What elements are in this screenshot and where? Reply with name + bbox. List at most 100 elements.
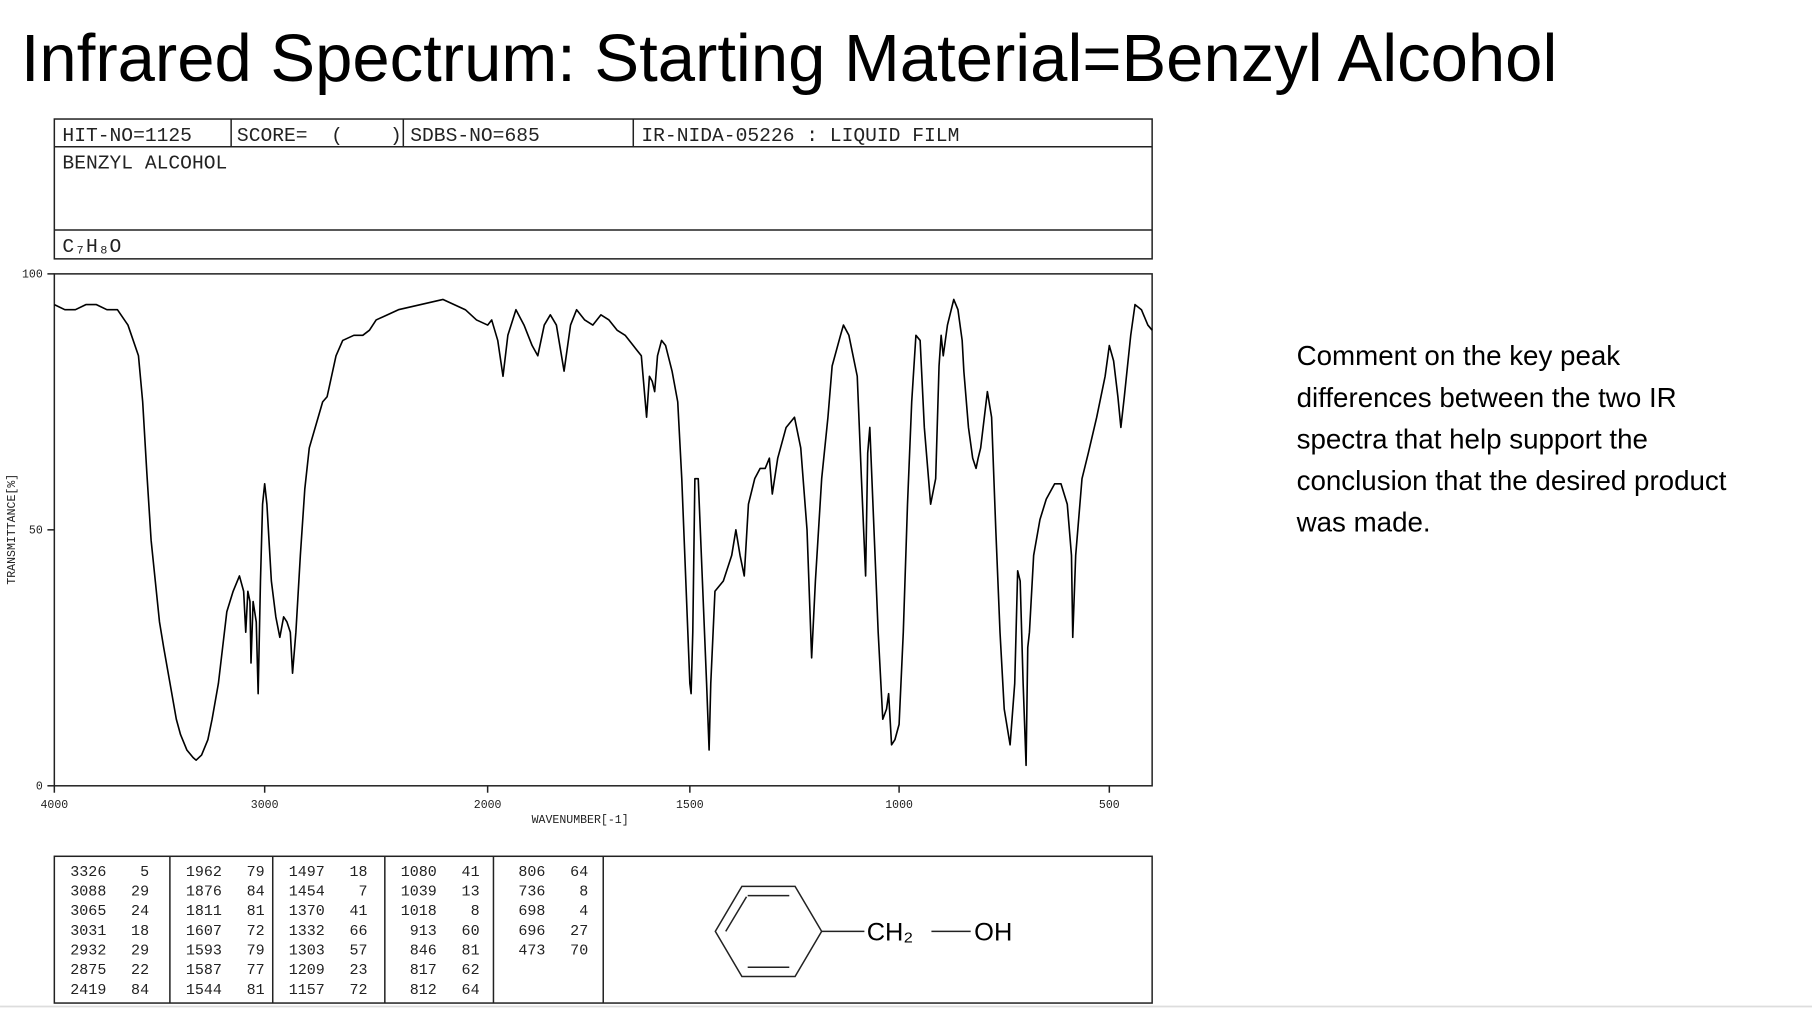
peak-wavenumber: 1876 (186, 883, 222, 901)
peak-table: 3326 5 3088 29 3065 24 3031 18 2932 29 2875 22 2419 8… (53, 855, 1153, 1004)
peak-wavenumber: 3326 (70, 863, 106, 881)
chart: TRANSMITTANCE[%] WAVENUMBER[-1] 4000 3000… (6, 268, 1153, 827)
peak-wavenumber: 2932 (70, 942, 106, 960)
peak-transmittance: 72 (349, 981, 367, 999)
peak-transmittance: 41 (462, 863, 480, 881)
peak-transmittance: 4 (579, 902, 588, 920)
hit-no: HIT-NO=1125 (62, 125, 192, 147)
y-tick-label: 50 (29, 524, 43, 537)
peak-wavenumber: 698 (518, 902, 545, 920)
y-axis-label: TRANSMITTANCE[%] (6, 474, 19, 585)
oh-label: OH (974, 919, 1012, 947)
peak-transmittance: 8 (471, 902, 480, 920)
comment-line: conclusion that the desired product (1297, 465, 1727, 496)
peak-transmittance: 60 (462, 922, 480, 940)
method: IR-NIDA-05226 : LIQUID FILM (641, 125, 959, 147)
peak-wavenumber: 1303 (289, 942, 325, 960)
sdbs-no: SDBS-NO=685 (410, 125, 540, 147)
peak-transmittance: 81 (247, 902, 265, 920)
peak-transmittance: 27 (570, 922, 588, 940)
peak-wavenumber: 1811 (186, 902, 222, 920)
peak-wavenumber: 1593 (186, 942, 222, 960)
peak-transmittance: 18 (349, 863, 367, 881)
peak-wavenumber: 1497 (289, 863, 325, 881)
y-tick-label: 0 (36, 780, 43, 793)
plot-frame (53, 273, 1153, 787)
peak-wavenumber: 1454 (289, 883, 325, 901)
peak-wavenumber: 696 (518, 922, 545, 940)
peak-wavenumber: 1209 (289, 961, 325, 979)
comment-line: Comment on the key peak (1297, 340, 1621, 371)
peak-transmittance: 84 (247, 883, 265, 901)
peak-transmittance: 66 (349, 922, 367, 940)
peak-wavenumber: 3065 (70, 902, 106, 920)
peak-wavenumber: 1080 (401, 863, 437, 881)
x-tick-label: 1500 (676, 799, 704, 812)
header-box (53, 118, 1153, 260)
peak-wavenumber: 1544 (186, 981, 222, 999)
x-tick-label: 3000 (251, 799, 279, 812)
peak-wavenumber: 1607 (186, 922, 222, 940)
peak-wavenumber: 3088 (70, 883, 106, 901)
slide-title: Infrared Spectrum: Starting Material=Ben… (21, 21, 1558, 96)
peak-transmittance: 57 (349, 942, 367, 960)
peak-wavenumber: 812 (410, 981, 437, 999)
x-tick-label: 4000 (40, 799, 68, 812)
peak-wavenumber: 1332 (289, 922, 325, 940)
peak-transmittance: 84 (131, 981, 149, 999)
peak-transmittance: 5 (140, 863, 149, 881)
peak-transmittance: 8 (579, 883, 588, 901)
peak-transmittance: 64 (570, 863, 588, 881)
x-tick-label: 2000 (474, 799, 502, 812)
peak-wavenumber: 1587 (186, 961, 222, 979)
benzene-ring (714, 885, 823, 978)
peak-transmittance: 77 (247, 961, 265, 979)
peak-transmittance: 81 (247, 981, 265, 999)
peak-wavenumber: 473 (518, 942, 545, 960)
peak-wavenumber: 1962 (186, 863, 222, 881)
compound: BENZYL ALCOHOL (62, 153, 227, 175)
peak-wavenumber: 3031 (70, 922, 106, 940)
ch2-label: CH₂ (867, 919, 914, 947)
peak-transmittance: 29 (131, 942, 149, 960)
peak-wavenumber: 817 (410, 961, 437, 979)
peak-transmittance: 41 (349, 902, 367, 920)
peak-transmittance: 81 (462, 942, 480, 960)
peak-transmittance: 62 (462, 961, 480, 979)
comment: Comment on the key peak differences betwe… (1296, 340, 1727, 537)
peak-transmittance: 13 (462, 883, 480, 901)
peak-wavenumber: 1018 (401, 902, 437, 920)
score: SCORE= ( ) (237, 125, 402, 147)
peak-transmittance: 64 (462, 981, 480, 999)
peak-transmittance: 18 (131, 922, 149, 940)
peak-transmittance: 7 (358, 883, 367, 901)
spectrum-header: HIT-NO=1125 SCORE= ( ) SDBS-NO=685 IR-NI… (53, 118, 1153, 260)
peak-wavenumber: 2419 (70, 981, 106, 999)
formula: C₇H₈O (62, 236, 121, 258)
peak-wavenumber: 736 (518, 883, 545, 901)
peak-transmittance: 79 (247, 863, 265, 881)
peak-transmittance: 72 (247, 922, 265, 940)
peak-wavenumber: 1039 (401, 883, 437, 901)
x-tick-label: 1000 (885, 799, 913, 812)
peak-transmittance: 22 (131, 961, 149, 979)
peak-wavenumber: 806 (518, 863, 545, 881)
comment-line: differences between the two IR (1297, 382, 1677, 413)
spectrum-line (53, 298, 1153, 767)
peak-wavenumber: 1157 (289, 981, 325, 999)
y-tick-label: 100 (22, 268, 43, 281)
x-tick-label: 500 (1099, 799, 1120, 812)
structure: CH₂ OH (714, 885, 1012, 978)
peak-transmittance: 70 (570, 942, 588, 960)
peak-wavenumber: 1370 (289, 902, 325, 920)
peak-wavenumber: 846 (410, 942, 437, 960)
comment-line: spectra that help support the (1297, 423, 1648, 454)
peak-transmittance: 24 (131, 902, 149, 920)
comment-line: was made. (1296, 507, 1431, 538)
double-bond (725, 896, 748, 932)
peak-transmittance: 23 (349, 961, 367, 979)
x-axis-label: WAVENUMBER[-1] (532, 814, 629, 827)
peak-wavenumber: 2875 (70, 961, 106, 979)
peak-transmittance: 79 (247, 942, 265, 960)
